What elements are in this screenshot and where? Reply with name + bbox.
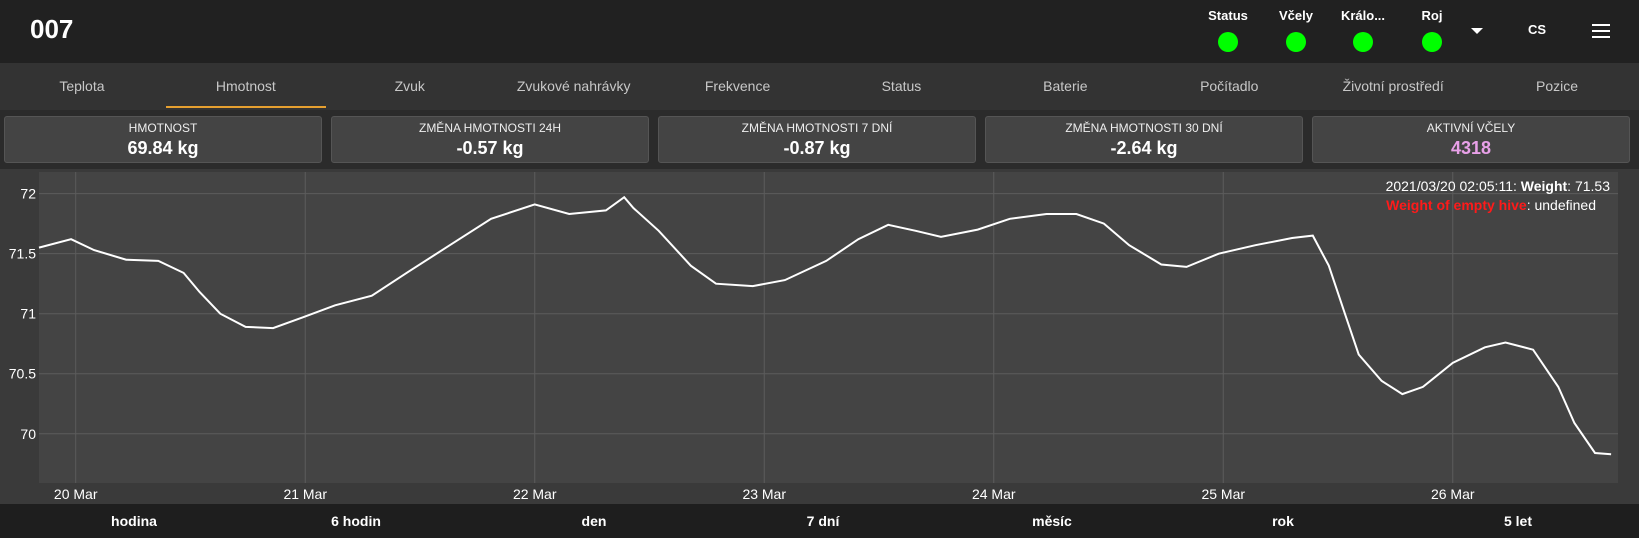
- range-bar: hodina 6 hodin den 7 dní měsíc rok 5 let: [0, 504, 1639, 538]
- indicator-dot-fill: [1422, 32, 1442, 52]
- language[interactable]: CS: [1527, 22, 1547, 37]
- tab[interactable]: Pozice: [1536, 78, 1579, 94]
- indicator-dot-fill: [1286, 32, 1306, 52]
- tab[interactable]: Životní prostředí: [1342, 78, 1444, 94]
- tab[interactable]: Teplota: [59, 78, 105, 94]
- header: 007 CS Status Včely Králo... Roj: [0, 0, 1639, 63]
- y-tick-label: 70.5: [9, 366, 36, 382]
- tab[interactable]: Baterie: [1043, 78, 1088, 94]
- indicator-dot: [1286, 32, 1306, 52]
- x-tick-label: 20 Mar: [54, 486, 98, 502]
- stat-value: -0.87 kg: [783, 138, 851, 158]
- range-button[interactable]: hodina: [111, 513, 157, 529]
- weight-line: [38, 195, 1612, 456]
- stat-label: ZMĚNA HMOTNOSTI 24H: [418, 121, 561, 135]
- indicator-label: Roj: [1421, 8, 1443, 23]
- range-button[interactable]: rok: [1272, 513, 1294, 529]
- x-tick-label: 24 Mar: [972, 486, 1016, 502]
- tab[interactable]: Status: [881, 78, 922, 94]
- tab[interactable]: Frekvence: [704, 78, 771, 94]
- indicator-dot-fill: [1353, 32, 1373, 52]
- chart: 70 70.5 71 71.5 72 20 Mar 21 Mar 22 Mar 23 Mar 24…: [0, 169, 1639, 504]
- tab[interactable]: Počítadlo: [1200, 78, 1259, 94]
- stat-value: -2.64 kg: [1110, 138, 1178, 158]
- tooltip-label: Weight: [1521, 178, 1568, 194]
- y-tick-label: 72: [20, 186, 36, 202]
- range-button[interactable]: 7 dní: [806, 513, 840, 529]
- indicator-label: Králo...: [1340, 8, 1386, 23]
- y-tick-label: 71.5: [9, 246, 36, 262]
- range-button[interactable]: den: [581, 513, 607, 529]
- stat-card: ZMĚNA HMOTNOSTI 30 DNÍ -2.64 kg: [985, 116, 1303, 163]
- dropdown-arrow[interactable]: [1468, 26, 1486, 38]
- x-tick-label: 26 Mar: [1431, 486, 1475, 502]
- tab[interactable]: Zvukové nahrávky: [516, 78, 631, 94]
- stat-value: -0.57 kg: [456, 138, 524, 158]
- indicator-dot: [1422, 32, 1442, 52]
- menu-icon[interactable]: [1590, 22, 1612, 40]
- stat-card: ZMĚNA HMOTNOSTI 7 DNÍ -0.87 kg: [658, 116, 976, 163]
- x-tick-label: 25 Mar: [1201, 486, 1245, 502]
- stat-value: 69.84 kg: [127, 138, 199, 158]
- y-tick-label: 70: [20, 426, 36, 442]
- plot-area: [39, 172, 1618, 483]
- indicator-dot: [1353, 32, 1373, 52]
- indicator-dot: [1218, 32, 1238, 52]
- tooltip-line: 2021/03/20 02:05:11: Weight: 71.53: [1386, 178, 1611, 194]
- tab[interactable]: Hmotnost: [215, 78, 276, 94]
- stat-value: 4318: [1450, 138, 1492, 158]
- tab-bar: Teplota Hmotnost Zvuk Zvukové nahrávky Frekv…: [0, 63, 1639, 110]
- tooltip-time: 2021/03/20 02:05:11:: [1386, 178, 1521, 194]
- active-tab-indicator: [165, 106, 326, 108]
- empty-hive-label: Weight of empty hive: [1386, 197, 1527, 213]
- range-button[interactable]: 5 let: [1503, 513, 1533, 529]
- stat-card: HMOTNOST 69.84 kg: [4, 116, 322, 163]
- tooltip-line: Weight of empty hive: undefined: [1386, 197, 1596, 213]
- indicator-label: Včely: [1279, 8, 1313, 23]
- stat-label: AKTIVNÍ VČELY: [1426, 121, 1516, 135]
- stat-label: ZMĚNA HMOTNOSTI 7 DNÍ: [741, 121, 893, 135]
- x-tick-label: 22 Mar: [513, 486, 557, 502]
- indicator-dot-fill: [1218, 32, 1238, 52]
- stat-label: ZMĚNA HMOTNOSTI 30 DNÍ: [1065, 121, 1223, 135]
- stat-label: HMOTNOST: [128, 121, 198, 135]
- x-tick-label: 21 Mar: [283, 486, 327, 502]
- range-button[interactable]: měsíc: [1032, 513, 1072, 529]
- indicator-label: Status: [1208, 8, 1248, 23]
- y-tick-label: 71: [20, 306, 36, 322]
- tooltip-value: : 71.53: [1567, 178, 1610, 194]
- tab[interactable]: Zvuk: [394, 78, 425, 94]
- x-tick-label: 23 Mar: [742, 486, 786, 502]
- stat-card: AKTIVNÍ VČELY 4318: [1312, 116, 1630, 163]
- empty-hive-value: : undefined: [1527, 197, 1596, 213]
- stat-card: ZMĚNA HMOTNOSTI 24H -0.57 kg: [331, 116, 649, 163]
- range-button[interactable]: 6 hodin: [331, 513, 381, 529]
- hive-title: 007: [30, 14, 74, 44]
